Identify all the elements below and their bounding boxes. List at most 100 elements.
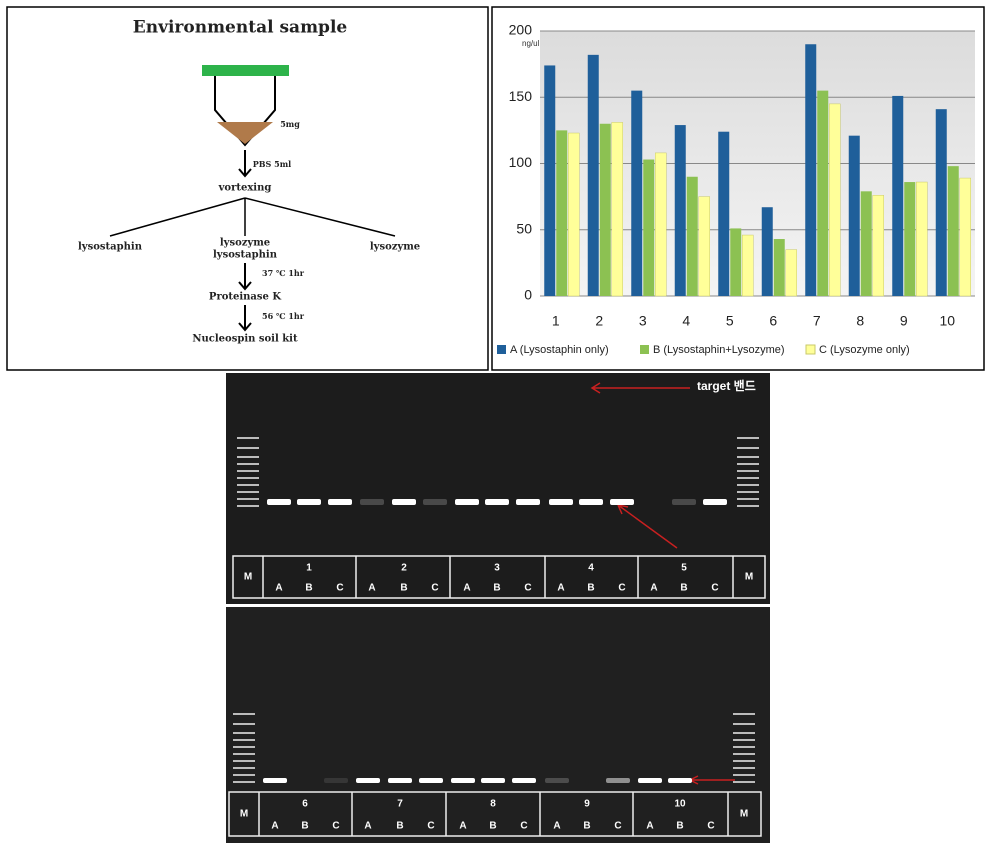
x-tick-label: 4 [682, 313, 690, 329]
lane-label: B [396, 821, 403, 832]
gel-band [610, 499, 634, 505]
bar [686, 176, 698, 296]
amount: 5mg [280, 119, 300, 129]
ladder-band [737, 484, 759, 486]
lane-label: A [557, 583, 564, 594]
gel-band [297, 499, 321, 505]
bar [904, 182, 916, 296]
ladder-band [233, 767, 255, 769]
arrow [238, 150, 252, 178]
branch: lysostaphin [78, 242, 143, 253]
bar [959, 177, 971, 297]
bar [947, 166, 959, 296]
step: Nucleospin soil kit [192, 334, 298, 345]
bar [698, 196, 710, 297]
gel-band [267, 499, 291, 505]
gel-band [606, 778, 630, 783]
ladder-band [737, 456, 759, 458]
x-tick-label: 5 [726, 313, 734, 329]
bar [817, 90, 829, 296]
step: vortexing [218, 183, 272, 194]
lane-strip [228, 791, 762, 837]
legend-swatch [805, 344, 816, 355]
bar [785, 249, 797, 297]
ladder-band [237, 437, 259, 439]
bar [805, 44, 817, 296]
x-tick-label: 6 [769, 313, 777, 329]
ladder-band [237, 447, 259, 449]
lane-label: A [364, 821, 371, 832]
lane-label: C [524, 583, 531, 594]
ladder-band [237, 505, 259, 507]
group-label: 3 [494, 563, 500, 574]
lane-label: C [427, 821, 434, 832]
legend-swatch [497, 345, 506, 354]
lane-label: C [336, 583, 343, 594]
arrow [617, 504, 678, 549]
x-tick-label: 2 [595, 313, 603, 329]
lane-label: B [676, 821, 683, 832]
lane-label: C [332, 821, 339, 832]
ladder-band [737, 477, 759, 479]
x-tick-label: 8 [856, 313, 864, 329]
ladder-band [237, 470, 259, 472]
lane-label: B [583, 821, 590, 832]
marker-label: M [745, 572, 753, 583]
gel-annotation: target 밴드 [697, 379, 756, 393]
legend-label: C (Lysozyme only) [819, 344, 910, 356]
lane-label: B [587, 583, 594, 594]
group-label: 1 [306, 563, 312, 574]
group-label: 10 [674, 799, 686, 810]
bar [860, 191, 872, 296]
diagram-title: Environmental sample [133, 18, 348, 38]
bar [718, 131, 730, 296]
branch: lysozyme [370, 242, 420, 253]
ladder-band [233, 739, 255, 741]
bar [544, 65, 556, 296]
group-label: 8 [490, 799, 496, 810]
ladder-band [737, 447, 759, 449]
x-tick-label: 10 [939, 313, 955, 329]
y-tick-label: 50 [516, 220, 532, 236]
lane-label: A [368, 583, 375, 594]
marker-label: M [740, 809, 748, 820]
bar [599, 123, 611, 296]
gel-band [360, 499, 384, 505]
arrow [590, 382, 690, 394]
ladder-band [233, 760, 255, 762]
tube [214, 76, 276, 147]
legend-swatch [640, 345, 649, 354]
bar [611, 122, 623, 297]
lane-label: B [400, 583, 407, 594]
gel-band [545, 778, 569, 783]
lane-label: A [650, 583, 657, 594]
bar [587, 54, 599, 296]
bar [730, 228, 742, 296]
lane-strip [232, 555, 766, 599]
lane-label: B [493, 583, 500, 594]
bar [773, 239, 785, 296]
ladder-band [233, 746, 255, 748]
gel-top [226, 373, 770, 604]
lane-label: C [711, 583, 718, 594]
y-tick-label: 200 [509, 22, 533, 38]
group-label: 7 [397, 799, 403, 810]
gel-band [579, 499, 603, 505]
y-tick-label: 150 [509, 88, 533, 104]
ladder-band [737, 491, 759, 493]
bar [916, 181, 928, 297]
bar [761, 207, 773, 296]
gel-band [481, 778, 505, 783]
gel-band [516, 499, 540, 505]
gel-band [485, 499, 509, 505]
sample [217, 122, 273, 144]
ladder-band [733, 753, 755, 755]
lane-label: A [553, 821, 560, 832]
ladder-band [733, 732, 755, 734]
bar [935, 109, 947, 296]
ladder-band [237, 491, 259, 493]
bar [568, 132, 580, 297]
step: Proteinase K [209, 292, 281, 303]
ladder-band [233, 732, 255, 734]
